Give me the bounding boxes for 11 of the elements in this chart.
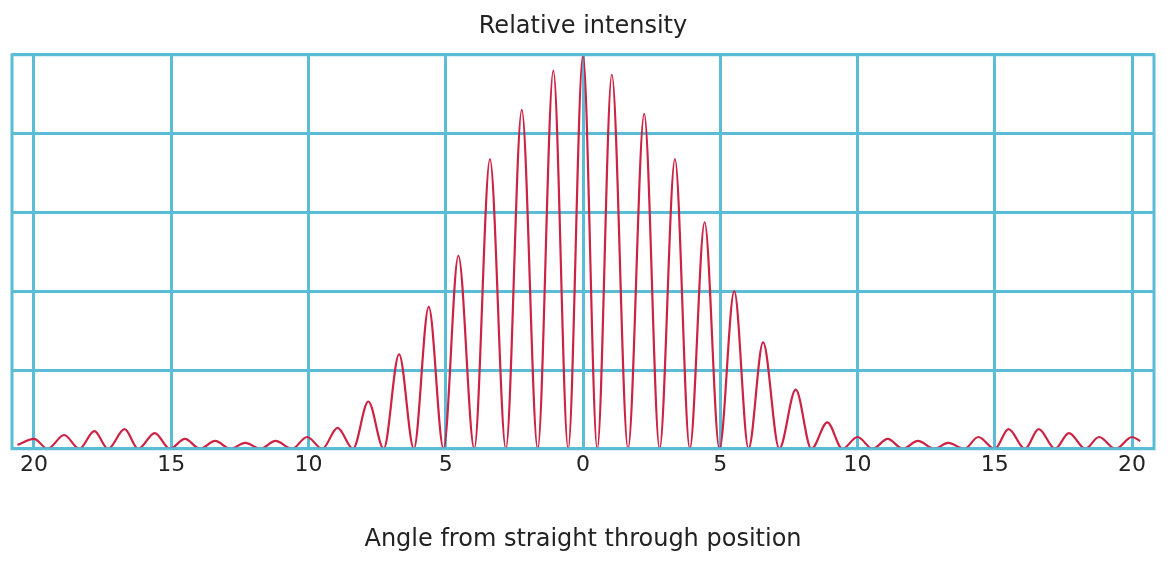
chart-title: Relative intensity [478,10,688,39]
x-axis-title: Angle from straight through position [364,523,802,552]
x-tick-label: 15 [980,450,1009,476]
x-tick-label: 10 [294,450,323,476]
x-tick-label: 20 [1118,450,1147,476]
x-tick-label: 20 [19,450,48,476]
x-tick-label: 0 [576,450,590,476]
x-tick-label: 10 [843,450,872,476]
x-tick-label: 15 [157,450,186,476]
x-tick-label: 5 [438,450,453,476]
x-tick-label: 5 [713,450,728,476]
